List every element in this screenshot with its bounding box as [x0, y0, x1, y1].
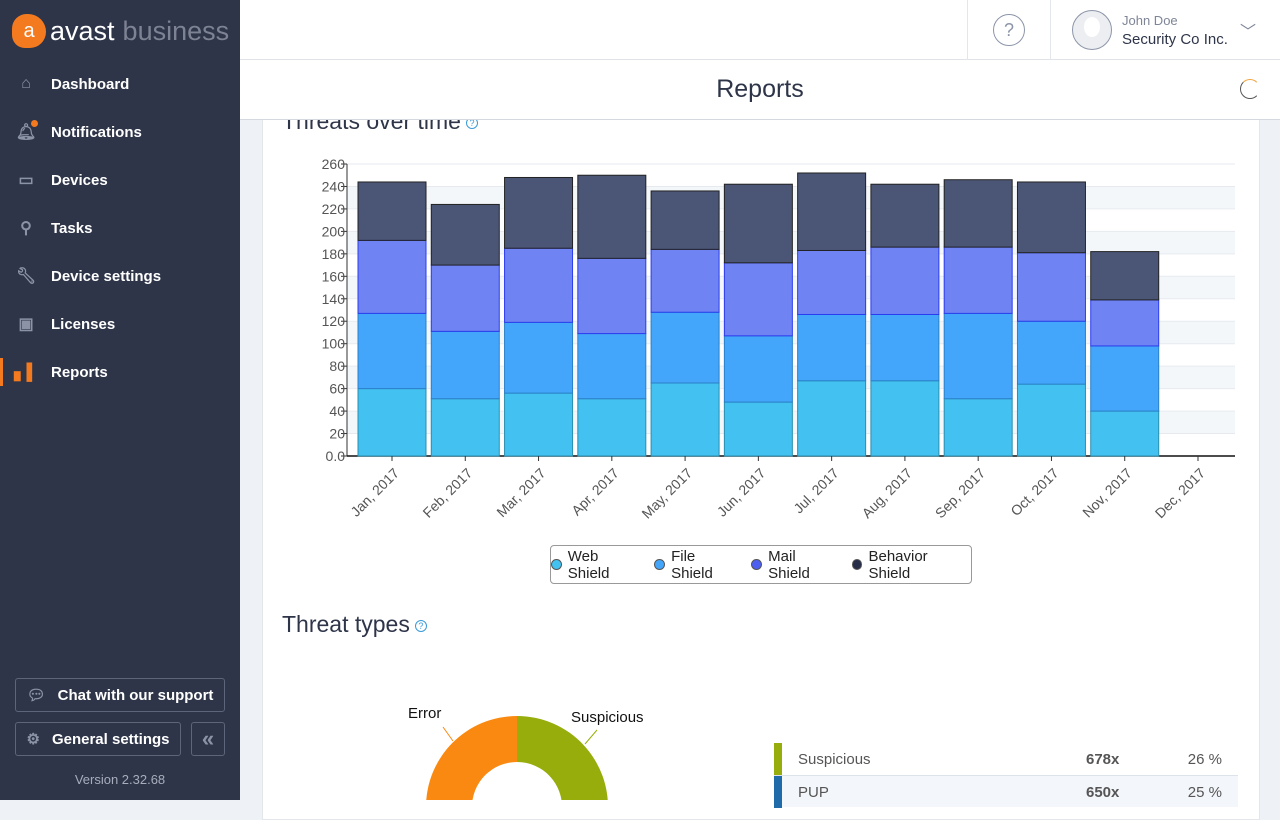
- notification-badge: [31, 120, 38, 127]
- color-marker: [774, 743, 782, 775]
- home-icon: ⌂: [21, 75, 31, 92]
- help-icon[interactable]: ?: [414, 619, 427, 632]
- collapse-sidebar-button[interactable]: «: [191, 722, 225, 756]
- sidebar-item-label: Licenses: [51, 315, 116, 333]
- row-label: Suspicious: [798, 751, 871, 768]
- avast-logo-icon: a: [12, 14, 46, 48]
- legend-label: Mail Shield: [768, 547, 810, 582]
- threat-types-title-text: Threat types: [282, 611, 410, 637]
- legend-swatch: [551, 559, 562, 570]
- top-bar: ? John Doe Security Co Inc. ﹀: [240, 0, 1280, 60]
- legend-item-web-shield[interactable]: Web Shield: [551, 548, 642, 582]
- legend-swatch: [654, 559, 666, 570]
- page-header: Reports: [240, 60, 1280, 120]
- bar-chart-icon: ▖▌: [14, 364, 38, 381]
- chevron-down-icon[interactable]: ﹀: [1240, 24, 1257, 41]
- sidebar-item-notifications[interactable]: 🔔︎ Notifications: [0, 108, 240, 156]
- threat-type-row[interactable]: PUP 650x 25 %: [774, 775, 1238, 808]
- legend-item-file-shield[interactable]: File Shield: [654, 548, 739, 582]
- sidebar-item-label: Device settings: [51, 267, 162, 285]
- row-percent: 26 %: [1187, 751, 1222, 768]
- help-icon: ?: [993, 14, 1025, 46]
- legend-label: Behavior Shield: [868, 547, 928, 582]
- threat-types-title: Threat types?: [282, 611, 427, 638]
- sidebar-item-label: Tasks: [51, 219, 93, 237]
- chat-support-label: Chat with our support: [57, 686, 214, 704]
- avatar[interactable]: [1072, 10, 1112, 50]
- version-label: Version 2.32.68: [74, 772, 166, 787]
- search-icon: ⚲: [20, 220, 32, 237]
- general-settings-label: General settings: [51, 730, 170, 748]
- bell-icon: 🔔︎: [16, 120, 38, 141]
- threat-type-row[interactable]: Suspicious 678x 26 %: [774, 743, 1238, 775]
- sidebar-item-label: Devices: [51, 171, 108, 189]
- sidebar-nav: ⌂ Dashboard 🔔︎ Notifications ▭ Devices ⚲ Tas…: [0, 60, 240, 396]
- sidebar: a avast business ⌂ Dashboard 🔔︎ Notification…: [0, 0, 240, 800]
- gear-icon: ⚙: [26, 731, 40, 748]
- brand-suffix: business: [122, 15, 230, 46]
- double-chevron-left-icon: «: [201, 726, 215, 751]
- monitor-icon: ▭: [18, 172, 34, 189]
- row-label: PUP: [798, 784, 829, 801]
- row-percent: 25 %: [1187, 784, 1222, 801]
- wrench-icon: 🔧︎: [15, 268, 37, 285]
- avast-logo[interactable]: a avast business: [12, 14, 229, 48]
- chat-support-button[interactable]: 💬︎ Chat with our support: [15, 678, 225, 712]
- sidebar-item-licenses[interactable]: ▣ Licenses: [0, 300, 240, 348]
- legend-item-behavior-shield[interactable]: Behavior Shield: [851, 547, 971, 582]
- user-name: John Doe: [1122, 13, 1178, 28]
- brand-name: avast: [50, 15, 115, 46]
- page-title: Reports: [716, 75, 804, 103]
- sidebar-item-label: Reports: [51, 363, 108, 381]
- chart-legend: Web Shield File Shield Mail Shield Behav…: [550, 545, 972, 584]
- legend-item-mail-shield[interactable]: Mail Shield: [751, 548, 839, 582]
- refresh-icon[interactable]: [1240, 79, 1260, 99]
- sidebar-item-reports[interactable]: ▖▌ Reports: [0, 348, 240, 396]
- sidebar-item-label: Notifications: [51, 123, 142, 141]
- sidebar-item-devices[interactable]: ▭ Devices: [0, 156, 240, 204]
- legend-label: Web Shield: [567, 547, 610, 582]
- sidebar-item-tasks[interactable]: ⚲ Tasks: [0, 204, 240, 252]
- sidebar-item-label: Dashboard: [51, 75, 130, 93]
- company-name: Security Co Inc.: [1122, 31, 1228, 48]
- donut-label-suspicious: Suspicious: [571, 709, 644, 726]
- sidebar-item-dashboard[interactable]: ⌂ Dashboard: [0, 60, 240, 108]
- help-button[interactable]: ?: [967, 0, 1051, 60]
- legend-swatch: [851, 559, 863, 570]
- chat-icon: 💬︎: [26, 687, 46, 704]
- row-count: 678x: [1086, 751, 1120, 768]
- donut-label-error: Error: [408, 705, 442, 722]
- sidebar-item-device-settings[interactable]: 🔧︎ Device settings: [0, 252, 240, 300]
- general-settings-button[interactable]: ⚙ General settings: [15, 722, 181, 756]
- certificate-icon: ▣: [18, 316, 34, 333]
- legend-label: File Shield: [671, 547, 713, 582]
- legend-swatch: [751, 559, 763, 570]
- color-marker: [774, 776, 782, 808]
- row-count: 650x: [1086, 784, 1120, 801]
